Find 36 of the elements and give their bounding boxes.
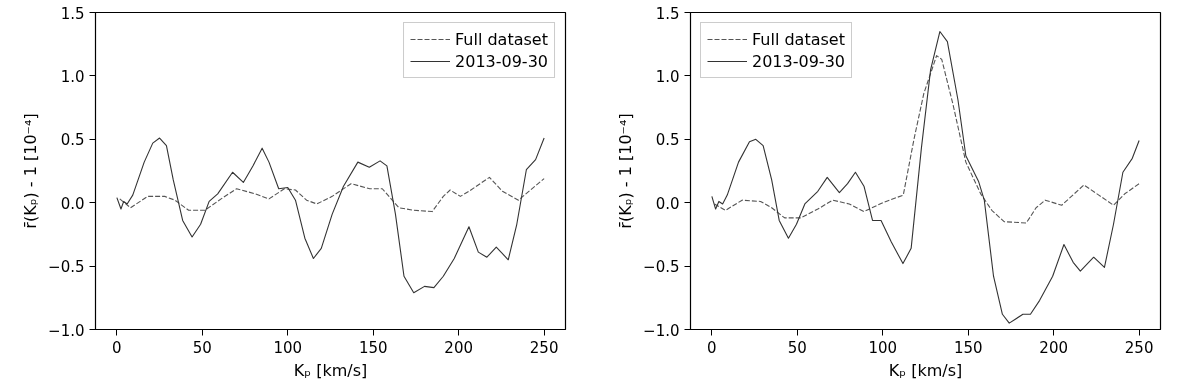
y-tick-label: −1.0 — [643, 321, 680, 340]
x-tick-label: 150 — [358, 338, 388, 357]
x-axis-title: Kₚ [km/s] — [293, 360, 368, 380]
y-tick-label: −0.5 — [643, 258, 680, 277]
x-tick-label: 200 — [1039, 338, 1069, 357]
y-axis-title: r̄(Kₚ) - 1 [10⁻⁴] — [21, 113, 41, 229]
x-tick-label: 250 — [529, 338, 559, 357]
line-series — [119, 176, 545, 213]
x-axis-title: Kₚ [km/s] — [888, 360, 963, 380]
y-tick-label: 1.5 — [655, 4, 680, 23]
y-tick-label: 0.5 — [60, 131, 85, 150]
x-tick-label: 50 — [787, 338, 807, 357]
y-tick-label: −0.5 — [48, 258, 85, 277]
y-tick-label: 1.0 — [655, 67, 680, 86]
y-tick-label: 1.5 — [60, 4, 85, 23]
y-tick-label: 0.0 — [60, 194, 85, 213]
x-tick-label: 200 — [444, 338, 474, 357]
line-series — [711, 30, 1140, 324]
y-tick-label: 0.0 — [655, 194, 680, 213]
legend-label: 2013-09-30 — [752, 51, 845, 71]
legend-label: 2013-09-30 — [455, 51, 548, 71]
line-series — [116, 137, 545, 294]
x-tick-label: 100 — [868, 338, 898, 357]
y-tick-label: −1.0 — [48, 321, 85, 340]
x-tick-label: 0 — [707, 338, 717, 357]
y-tick-label: 0.5 — [655, 131, 680, 150]
y-tick-label: 1.0 — [60, 67, 85, 86]
x-tick-label: 0 — [112, 338, 122, 357]
x-tick-label: 250 — [1124, 338, 1154, 357]
legend-label: Full dataset — [752, 29, 845, 49]
x-tick-label: 100 — [273, 338, 303, 357]
x-tick-label: 150 — [953, 338, 983, 357]
x-tick-label: 50 — [192, 338, 212, 357]
y-axis-title: r̄(Kₚ) - 1 [10⁻⁴] — [616, 113, 636, 229]
line-series — [713, 55, 1140, 224]
legend-label: Full dataset — [455, 29, 548, 49]
